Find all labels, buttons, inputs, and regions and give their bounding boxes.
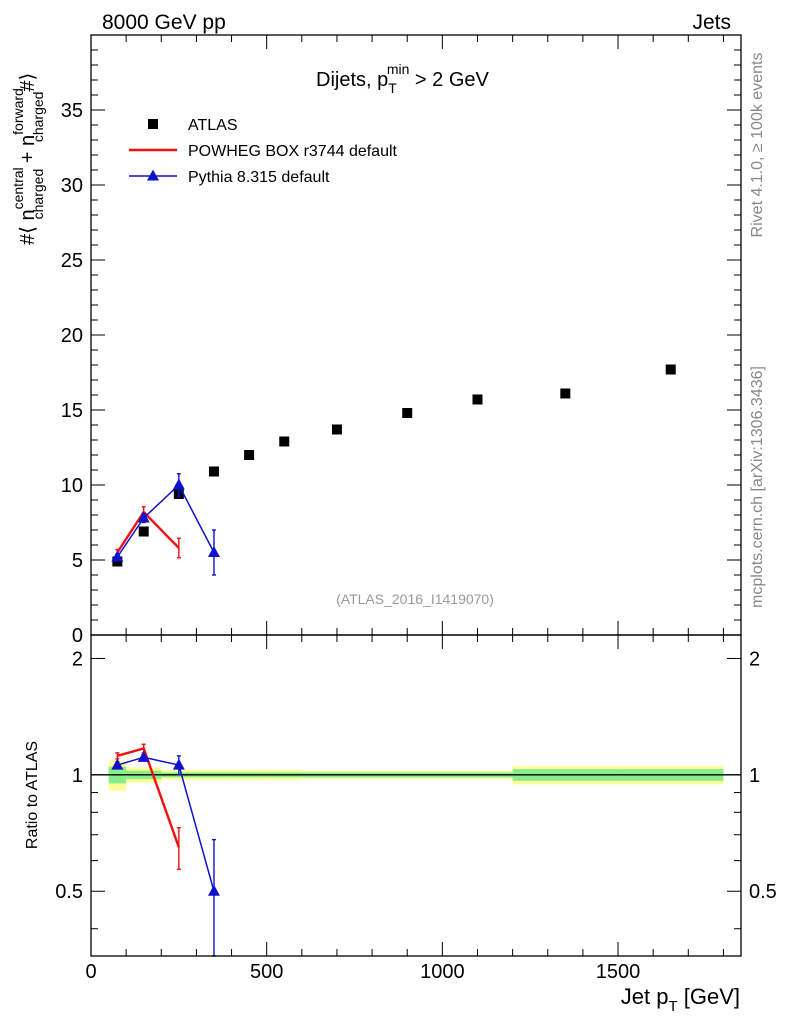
x-axis-label: Jet pT [GeV]	[621, 984, 740, 1015]
xlabel-suffix: [GeV]	[678, 984, 740, 1009]
header-energy-label: 8000 GeV pp	[102, 11, 226, 34]
analysis-watermark: (ATLAS_2016_I1419070)	[336, 591, 494, 607]
ratio-panel-frame	[90, 634, 742, 957]
legend-label: ATLAS	[188, 117, 238, 134]
atlas-data-point	[279, 436, 290, 447]
rivet-version-label: Rivet 4.1.0, ≥ 100k events	[749, 53, 766, 238]
xlabel-prefix: Jet p	[621, 984, 669, 1009]
ylabel-sub1: charged	[30, 169, 46, 220]
pythia-data-point	[207, 546, 220, 557]
atlas-data-point	[402, 408, 413, 418]
main-y-tick-label: 10	[61, 475, 83, 497]
xlabel-sub: T	[668, 998, 677, 1015]
main-y-tick-label: 15	[61, 400, 83, 422]
atlas-data-point	[472, 394, 483, 405]
plot-title: Dijets, pTmin > 2 GeV	[316, 61, 490, 96]
header-category-label: Jets	[692, 11, 731, 34]
ratio-y-tick-label: 2	[72, 648, 83, 670]
main-y-axis-label: #⟨ ncentral charged + nforward charged#⟩	[10, 73, 46, 245]
atlas-data-point	[138, 526, 149, 537]
x-tick-label: 1000	[420, 961, 465, 983]
ylabel-sup1: central	[10, 167, 26, 209]
ylabel-sub2: charged	[30, 92, 46, 143]
ratio-y-tick-label-right: 2	[749, 648, 760, 670]
ylabel-sup2: forward	[10, 88, 26, 135]
ylabel-mid: + n	[17, 135, 39, 169]
title-sup: min	[387, 61, 410, 77]
mcplots-source-label: mcplots.cern.ch [arXiv:1306.3436]	[749, 366, 766, 608]
ratio-y-tick-label: 0.5	[55, 881, 83, 903]
atlas-data-point	[244, 450, 255, 460]
main-y-tick-label: 30	[61, 175, 83, 197]
legend-atlas-marker	[148, 119, 158, 129]
x-tick-label: 500	[250, 961, 283, 983]
pythia-ratio-point	[172, 758, 185, 770]
pythia-ratio-point	[137, 750, 150, 762]
main-y-tick-label: 20	[61, 325, 83, 347]
ratio-y-tick-label-right: 1	[749, 765, 760, 787]
x-tick-label: 1500	[596, 961, 641, 983]
pythia-line	[116, 483, 215, 558]
pythia-data-point	[172, 478, 185, 490]
pythia-data-point	[111, 550, 124, 562]
main-y-tick-label: 25	[61, 250, 83, 272]
atlas-data-point	[208, 466, 219, 477]
atlas-data-point	[665, 364, 676, 375]
legend-label: Pythia 8.315 default	[188, 169, 330, 186]
atlas-data-point	[560, 388, 571, 399]
pythia-ratio-line	[117, 756, 215, 892]
legend-label: POWHEG BOX r3744 default	[188, 143, 398, 160]
pythia-ratio-point	[111, 758, 124, 770]
ratio-y-tick-label-right: 0.5	[749, 881, 777, 903]
x-tick-label: 0	[85, 961, 96, 983]
title-sub: T	[388, 80, 397, 96]
main-y-tick-label: 35	[61, 100, 83, 122]
main-y-tick-label: 0	[72, 625, 83, 647]
ylabel-suffix: #⟩	[17, 73, 39, 92]
ratio-y-axis-label: Ratio to ATLAS	[24, 741, 41, 849]
pythia-ratio-point	[207, 884, 220, 896]
legend-pythia-marker	[147, 169, 159, 181]
atlas-data-point	[331, 424, 342, 435]
title-prefix: Dijets, p	[316, 69, 388, 91]
ylabel-prefix: #⟨ n	[17, 209, 39, 245]
main-y-tick-label: 5	[72, 550, 83, 572]
ratio-y-tick-label: 1	[72, 765, 83, 787]
title-suffix: > 2 GeV	[409, 69, 489, 91]
pythia-data-point	[137, 511, 150, 523]
